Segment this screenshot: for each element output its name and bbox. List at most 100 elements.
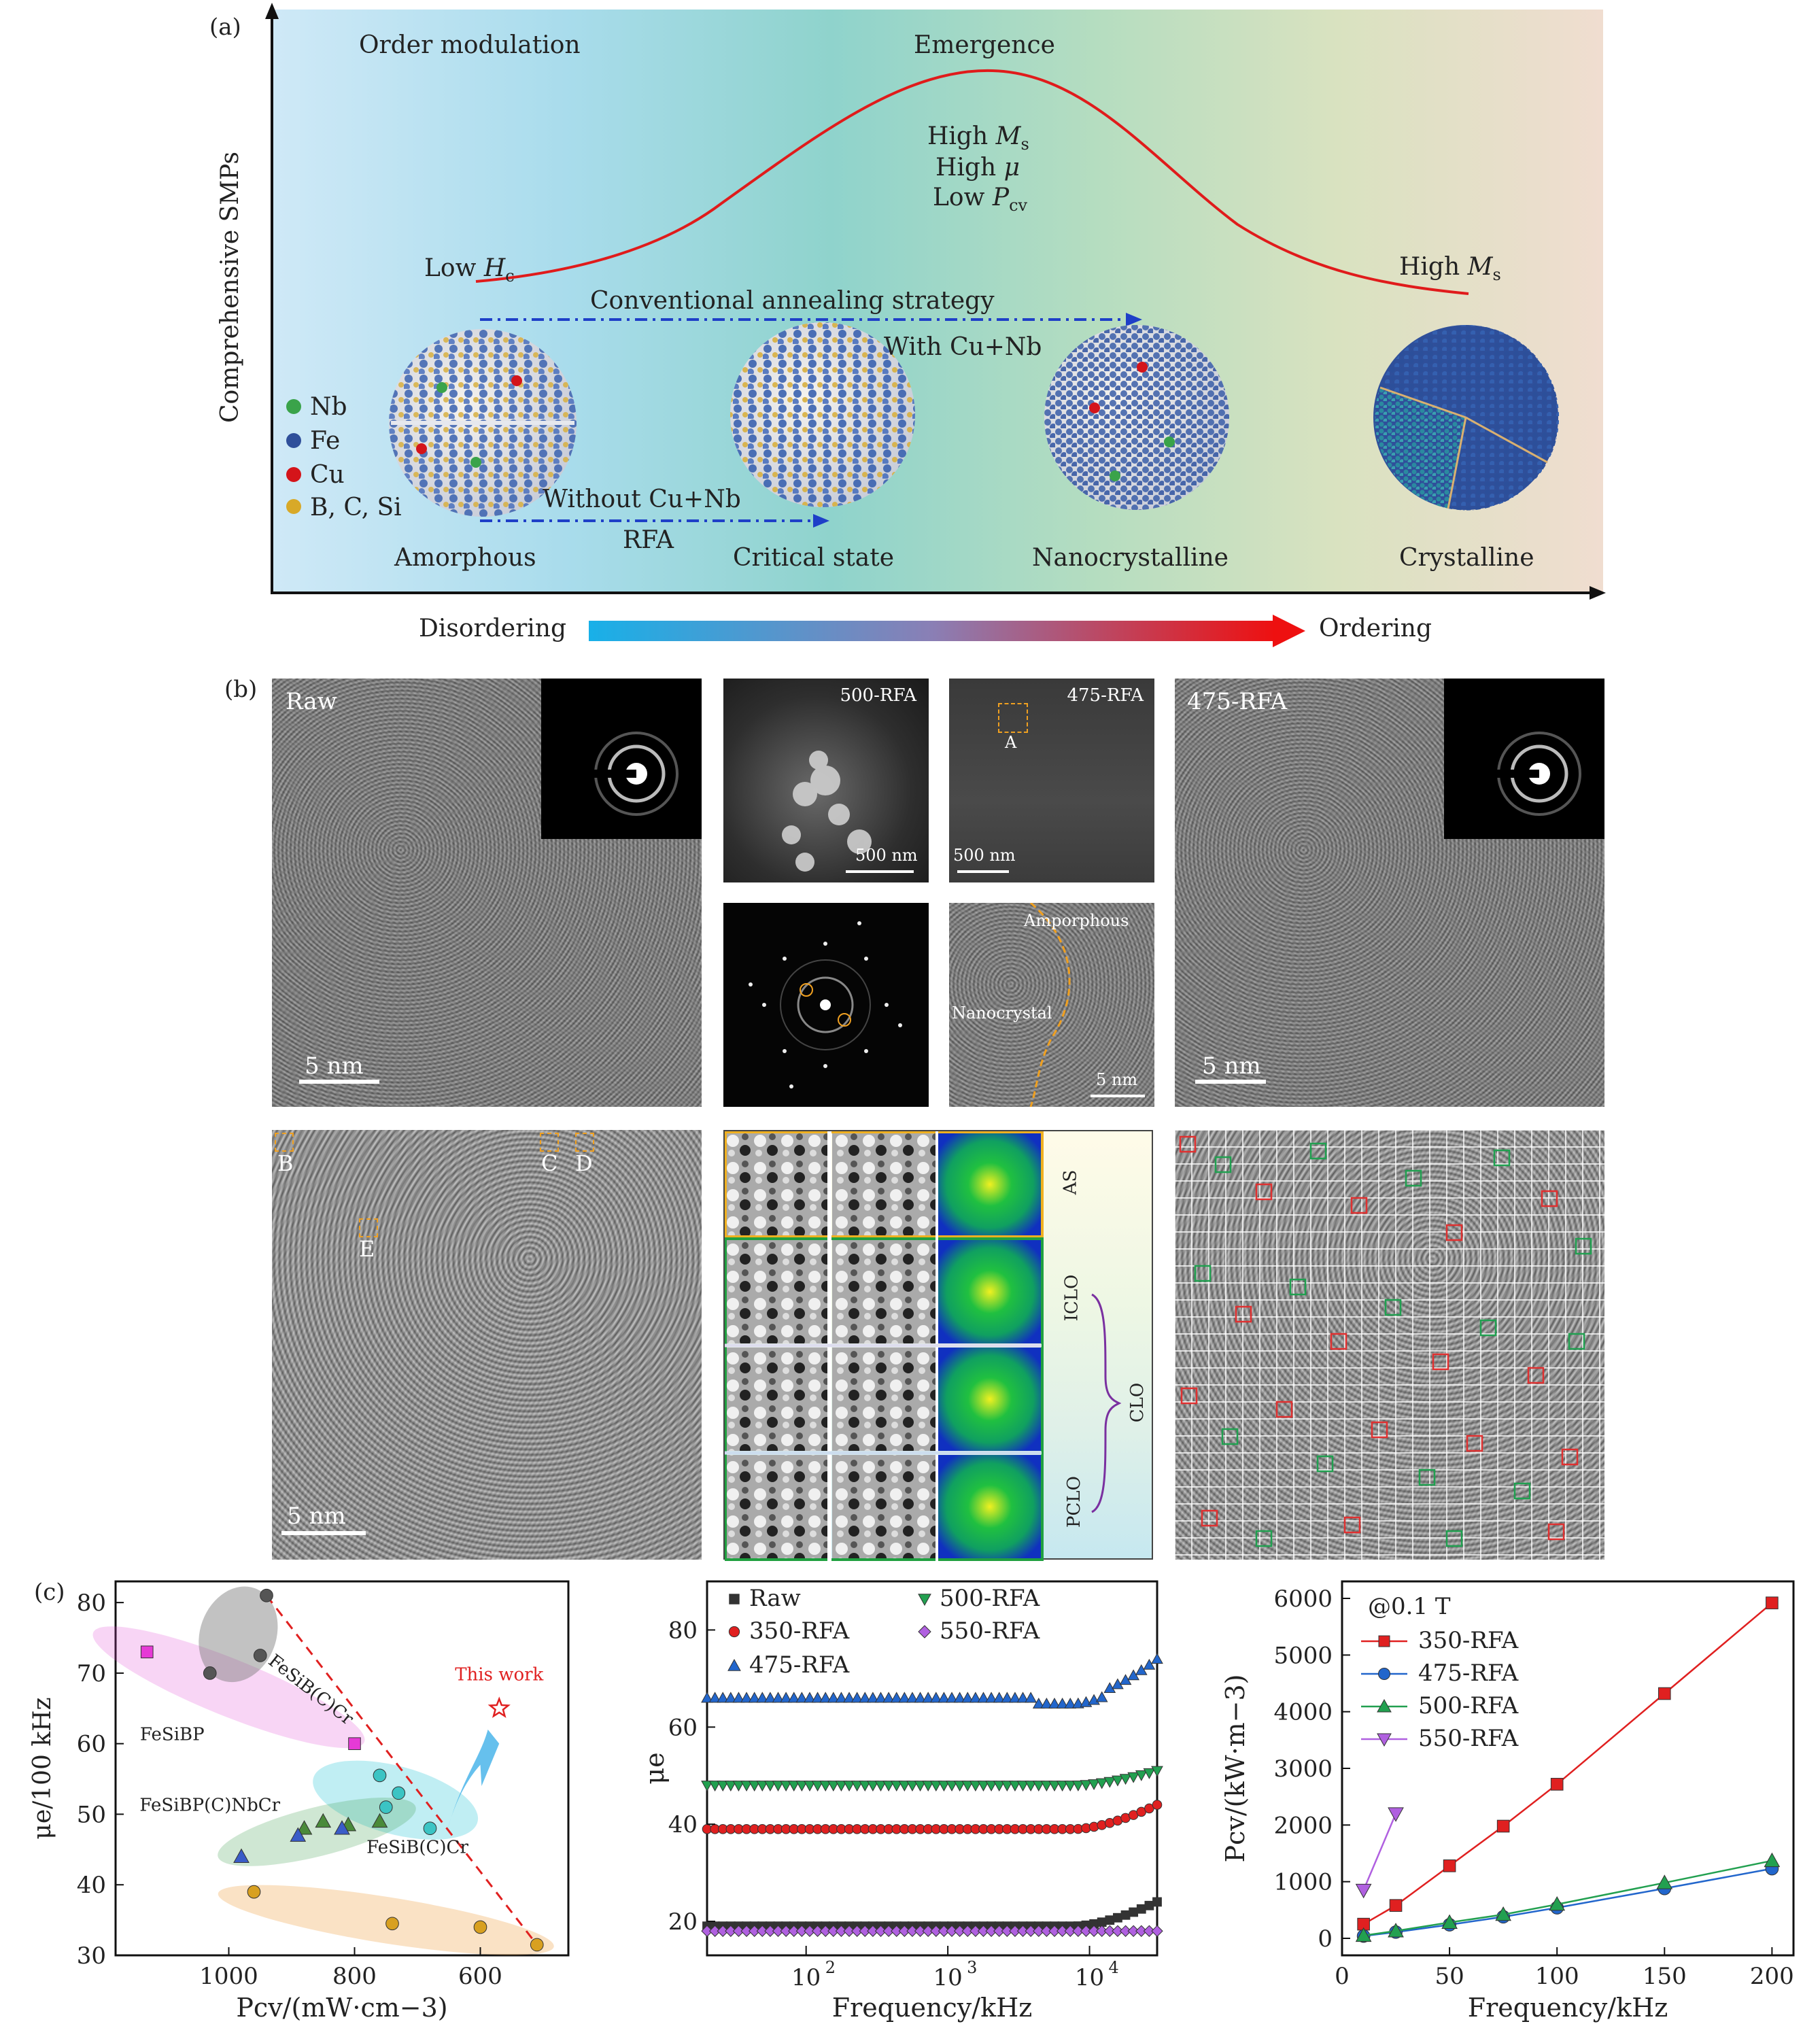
pcv-500-RFA-2: [1441, 1914, 1458, 1929]
mu-550-RFA-2: [717, 1925, 729, 1937]
mu-550-RFA-31: [946, 1925, 958, 1937]
annotation-fesibpcnbcr: FeSiBP(C)NbCr: [139, 1795, 280, 1815]
y-tick-label: 50: [77, 1801, 106, 1828]
mu-500-RFA-10: [780, 1781, 792, 1792]
annotation-this-work: This work: [455, 1664, 543, 1685]
mu-500-RFA-29: [929, 1781, 942, 1792]
mu-500-RFA-50: [1095, 1778, 1108, 1789]
legend-nb: Nb: [310, 393, 347, 421]
legend-marker-1: [728, 1626, 740, 1638]
hr-interface-image: Amporphous Nanocrystal 5 nm: [949, 903, 1154, 1107]
amorphous-label: Amporphous: [1024, 911, 1129, 930]
mu-500-RFA-30: [938, 1781, 950, 1792]
y-tick-label: 60: [668, 1714, 698, 1741]
mu-550-RFA-56: [1143, 1925, 1156, 1937]
mu-550-RFA-11: [788, 1925, 800, 1937]
rfa475-label: 475-RFA: [1187, 688, 1288, 715]
mu-500-RFA-24: [890, 1781, 903, 1792]
mu-500-RFA-9: [772, 1781, 785, 1792]
mu-Raw-51: [1105, 1915, 1115, 1925]
rfa475-hrtem-image: 475-RFA 5 nm: [1175, 679, 1604, 1107]
mu-550-RFA-30: [938, 1925, 950, 1937]
point-5-1: [385, 1917, 399, 1931]
mu-475-RFA-15: [819, 1692, 832, 1703]
pcv-350-RFA-3: [1496, 1819, 1510, 1833]
mu-500-RFA-20: [859, 1781, 872, 1792]
raw-saed-inset: [541, 679, 702, 839]
pcv-350-RFA-5: [1658, 1687, 1671, 1700]
pcv-550-RFA-1: [1388, 1807, 1404, 1822]
saed-pattern-image: [723, 903, 929, 1107]
y-tick-label: 80: [668, 1617, 698, 1644]
mu-475-RFA-56: [1143, 1658, 1156, 1670]
mu-500-RFA-39: [1009, 1781, 1021, 1792]
mu-475-RFA-55: [1135, 1664, 1148, 1675]
pcv-500-RFA-5: [1656, 1874, 1673, 1889]
mu-350-RFA-57: [1152, 1800, 1163, 1810]
panel-a: (a): [0, 0, 1820, 666]
mu-475-RFA-4: [732, 1692, 745, 1703]
mu-500-RFA-33: [961, 1781, 974, 1792]
mu-500-RFA-26: [906, 1781, 918, 1792]
mu-550-RFA-21: [867, 1925, 879, 1937]
mu-500-RFA-22: [874, 1781, 887, 1792]
legend-marker-2: [727, 1658, 741, 1671]
mu-500-RFA-49: [1088, 1779, 1100, 1791]
point-1-1: [203, 1666, 217, 1680]
mu-500-RFA-42: [1032, 1781, 1045, 1792]
rfa-text: RFA: [623, 526, 674, 554]
mu-500-RFA-40: [1016, 1781, 1029, 1792]
region-e-label: E: [359, 1236, 375, 1262]
mu-500-RFA-27: [914, 1781, 927, 1792]
class-as-label: AS: [1060, 1169, 1081, 1195]
class-iclo-label: ICLO: [1061, 1274, 1082, 1322]
order-classification-grid: AS ICLO PCLO CLO: [723, 1130, 1153, 1561]
mu-475-RFA-33: [961, 1692, 974, 1703]
y-tick-label: 5000: [1273, 1642, 1333, 1669]
mu-475-RFA-9: [772, 1692, 785, 1703]
pcv-350-RFA-2: [1443, 1859, 1456, 1872]
rfa500-label: 500-RFA: [840, 685, 916, 706]
mu-475-RFA-25: [898, 1692, 911, 1703]
y-tick-label: 4000: [1273, 1699, 1333, 1726]
mu-500-RFA-56: [1143, 1768, 1156, 1779]
point-0-1: [348, 1737, 361, 1750]
mu-550-RFA-29: [930, 1925, 942, 1937]
mu-550-RFA-8: [764, 1925, 776, 1937]
legend-fe: Fe: [310, 427, 341, 455]
mu-500-RFA-55: [1135, 1770, 1148, 1781]
mu-500-RFA-0: [701, 1781, 713, 1792]
region-e-box: [359, 1218, 378, 1237]
improvement-arrow: [445, 1729, 500, 1836]
rfa475-small-scale-text: 500 nm: [953, 846, 1016, 865]
mu-550-RFA-27: [914, 1925, 927, 1937]
mu-550-RFA-20: [859, 1925, 871, 1937]
mu-550-RFA-45: [1056, 1925, 1069, 1937]
mu-475-RFA-46: [1064, 1697, 1077, 1709]
point-1-2: [253, 1649, 267, 1662]
x-tick-label: 50: [1435, 1963, 1464, 1990]
point-2-0: [373, 1768, 387, 1783]
mu-550-RFA-3: [725, 1925, 737, 1937]
mu-550-RFA-47: [1072, 1925, 1084, 1937]
mu-475-RFA-1: [708, 1692, 721, 1703]
point-4-1: [290, 1827, 307, 1842]
mu-500-RFA-51: [1103, 1777, 1116, 1788]
legend-Raw: Raw: [749, 1585, 801, 1612]
mu-550-RFA-14: [811, 1925, 824, 1937]
y-axis-label: Pcv/(kW·m−3): [1220, 1675, 1250, 1863]
mu-475-RFA-43: [1040, 1697, 1053, 1709]
y-tick-label: 40: [77, 1872, 106, 1899]
cluster-fesibccr-cyan: [313, 1760, 479, 1840]
legend-marker-3: [918, 1594, 931, 1607]
mu-475-RFA-3: [724, 1692, 737, 1703]
limit-line: [265, 1594, 538, 1946]
mu-475-RFA-34: [969, 1692, 982, 1703]
mu-Raw-53: [1120, 1910, 1131, 1920]
x-tick-label: 200: [1750, 1963, 1794, 1990]
point-5-0: [247, 1885, 261, 1899]
y-axis-label: μe: [640, 1752, 670, 1784]
state-amorphous: Amorphous: [394, 544, 536, 572]
y-tick-label: 1000: [1273, 1869, 1333, 1896]
y-tick-label: 40: [668, 1811, 698, 1838]
